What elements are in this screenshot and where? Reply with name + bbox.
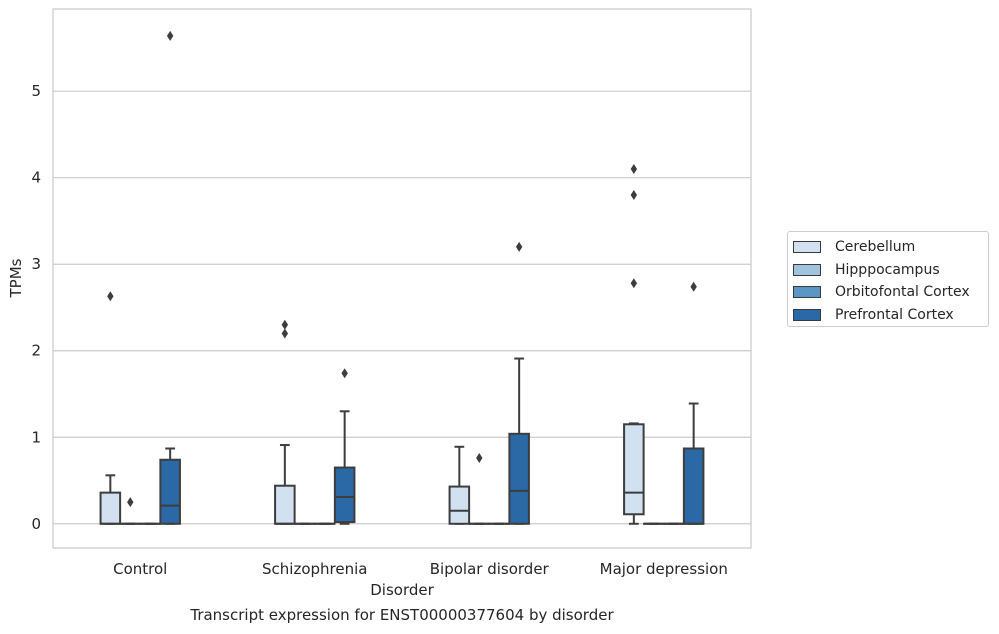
- x-axis-label: Disorder: [370, 581, 434, 599]
- y-tick-label: 4: [31, 169, 41, 187]
- y-tick-label: 1: [31, 428, 41, 446]
- legend-item-cerebellum: Cerebellum: [792, 236, 988, 259]
- box-marks: [99, 30, 705, 525]
- outlier-point: [630, 278, 638, 289]
- y-tick-labels: 0 1 2 3 4 5: [31, 82, 41, 533]
- x-tick-label: Bipolar disorder: [430, 560, 550, 578]
- outlier-point: [281, 328, 289, 339]
- outlier-point: [476, 453, 483, 464]
- outlier-point: [630, 164, 638, 175]
- x-tick-labels: Control Schizophrenia Bipolar disorder Majo…: [113, 560, 728, 578]
- legend-label: Hipppocampus: [835, 261, 940, 278]
- legend-label: Orbitofontal Cortex: [835, 284, 970, 301]
- legend-swatch: [793, 263, 821, 276]
- outlier-point: [630, 190, 638, 201]
- box-body: [623, 423, 645, 516]
- box-body: [508, 432, 530, 525]
- legend-item-orbitofrontal: Orbitofontal Cortex: [792, 281, 988, 304]
- outlier-point: [281, 319, 289, 330]
- box-body: [274, 484, 296, 525]
- box-body: [682, 447, 705, 525]
- x-tick-label: Major depression: [600, 560, 728, 578]
- legend-item-hippocampus: Hipppocampus: [792, 259, 988, 282]
- outlier-point: [127, 497, 134, 508]
- y-tick-label: 2: [31, 342, 41, 360]
- chart-title: Transcript expression for ENST0000037760…: [190, 606, 614, 624]
- box-body: [448, 485, 471, 525]
- outlier-point: [107, 291, 114, 302]
- outlier-point: [690, 281, 697, 292]
- box-body: [333, 466, 356, 524]
- y-tick-label: 5: [31, 82, 41, 100]
- legend-label: Prefrontal Cortex: [835, 307, 954, 324]
- x-tick-label: Control: [113, 560, 167, 578]
- outlier-point: [341, 368, 348, 379]
- legend-item-prefrontal: Prefrontal Cortex: [792, 304, 988, 327]
- box-body: [159, 458, 181, 525]
- legend-swatch: [793, 241, 821, 254]
- y-axis-label: TPMs: [7, 258, 25, 298]
- x-tick-label: Schizophrenia: [262, 560, 367, 578]
- outlier-point: [166, 30, 174, 41]
- legend-swatch: [793, 286, 821, 299]
- box-body: [99, 491, 122, 525]
- legend-label: Cerebellum: [835, 239, 916, 256]
- plot-area: [52, 8, 752, 549]
- y-tick-label: 0: [31, 515, 41, 533]
- y-tick-label: 3: [31, 255, 41, 273]
- legend-swatch: [793, 309, 821, 322]
- outlier-point: [515, 241, 523, 252]
- legend: Cerebellum Hipppocampus Orbitofontal Cor…: [787, 231, 989, 327]
